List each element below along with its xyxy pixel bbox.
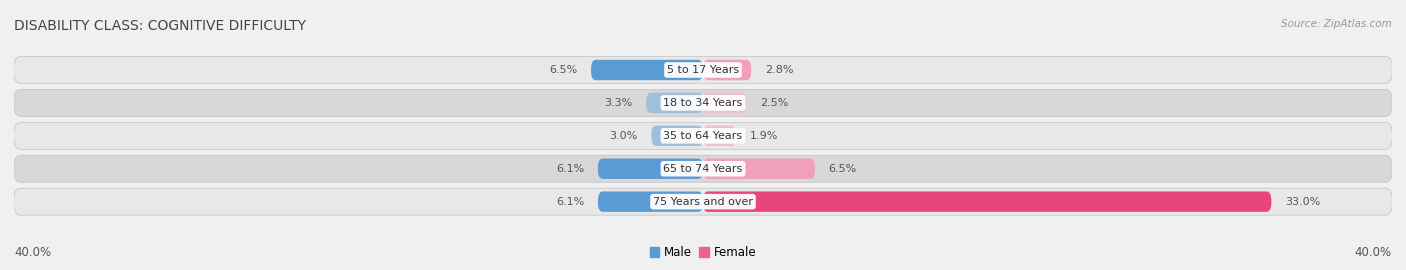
Text: 18 to 34 Years: 18 to 34 Years [664, 98, 742, 108]
Text: 6.1%: 6.1% [555, 197, 583, 207]
FancyBboxPatch shape [598, 191, 703, 212]
Text: 6.1%: 6.1% [555, 164, 583, 174]
Text: 65 to 74 Years: 65 to 74 Years [664, 164, 742, 174]
Legend: Male, Female: Male, Female [645, 241, 761, 264]
Text: DISABILITY CLASS: COGNITIVE DIFFICULTY: DISABILITY CLASS: COGNITIVE DIFFICULTY [14, 19, 307, 33]
FancyBboxPatch shape [703, 191, 1271, 212]
FancyBboxPatch shape [591, 60, 703, 80]
Text: 5 to 17 Years: 5 to 17 Years [666, 65, 740, 75]
FancyBboxPatch shape [647, 93, 703, 113]
Text: Source: ZipAtlas.com: Source: ZipAtlas.com [1281, 19, 1392, 29]
FancyBboxPatch shape [14, 122, 1392, 149]
Text: 3.3%: 3.3% [605, 98, 633, 108]
Text: 6.5%: 6.5% [828, 164, 858, 174]
FancyBboxPatch shape [703, 126, 735, 146]
Text: 33.0%: 33.0% [1285, 197, 1320, 207]
Text: 2.5%: 2.5% [759, 98, 789, 108]
FancyBboxPatch shape [703, 93, 747, 113]
Text: 75 Years and over: 75 Years and over [652, 197, 754, 207]
Text: 1.9%: 1.9% [749, 131, 778, 141]
FancyBboxPatch shape [14, 155, 1392, 182]
FancyBboxPatch shape [14, 56, 1392, 83]
Text: 40.0%: 40.0% [1355, 246, 1392, 259]
FancyBboxPatch shape [703, 158, 815, 179]
FancyBboxPatch shape [703, 60, 751, 80]
FancyBboxPatch shape [14, 89, 1392, 116]
FancyBboxPatch shape [14, 188, 1392, 215]
FancyBboxPatch shape [598, 158, 703, 179]
Text: 40.0%: 40.0% [14, 246, 51, 259]
Text: 35 to 64 Years: 35 to 64 Years [664, 131, 742, 141]
Text: 3.0%: 3.0% [609, 131, 637, 141]
Text: 2.8%: 2.8% [765, 65, 793, 75]
FancyBboxPatch shape [651, 126, 703, 146]
Text: 6.5%: 6.5% [548, 65, 578, 75]
